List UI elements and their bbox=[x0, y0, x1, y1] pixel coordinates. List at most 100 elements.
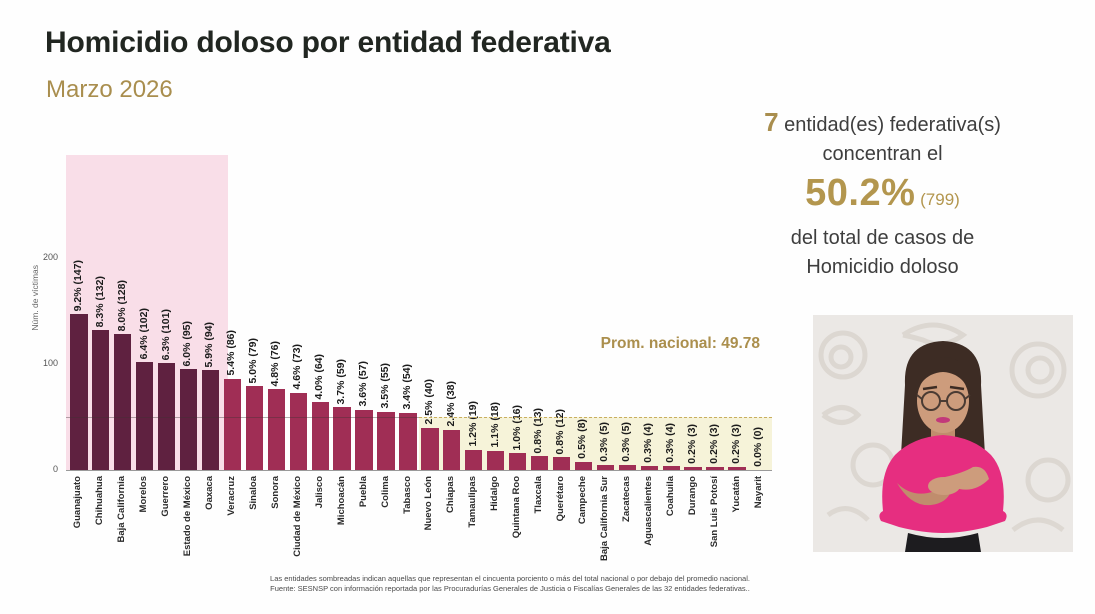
bar-category-label: Sinaloa bbox=[247, 476, 259, 510]
bar-category-label: Nuevo León bbox=[423, 476, 435, 531]
bar bbox=[684, 466, 702, 470]
page-subtitle: Marzo 2026 bbox=[46, 76, 173, 103]
bar bbox=[92, 330, 110, 470]
bar-value-label: 6.3% (101) bbox=[159, 308, 172, 360]
interpreter-figure bbox=[879, 341, 1007, 552]
summary-line-4: Homicidio doloso bbox=[806, 256, 959, 278]
bar-category-label: Puebla bbox=[357, 476, 369, 508]
bar bbox=[289, 392, 307, 470]
bar bbox=[508, 453, 527, 470]
bar-category-label: Durango bbox=[686, 476, 698, 516]
national-average-line bbox=[66, 417, 419, 418]
summary-line-2: concentran el bbox=[822, 143, 943, 165]
entity-count: 7 bbox=[764, 107, 779, 137]
bar bbox=[355, 409, 373, 470]
bar-value-label: 1.1% (18) bbox=[488, 402, 501, 448]
footnote-shading-explanation: Las entidades sombreadas indican aquella… bbox=[270, 574, 750, 583]
bar-category-label: Quintana Roo bbox=[511, 476, 523, 539]
bar-category-label: Michoacán bbox=[335, 476, 347, 526]
bar-category-label: Baja California bbox=[116, 476, 128, 543]
bar-value-label: 2.4% (38) bbox=[444, 381, 457, 427]
bar-value-label: 3.4% (54) bbox=[400, 364, 413, 410]
bar-category-label: Guanajuato bbox=[72, 476, 84, 529]
bar-value-label: 0.3% (5) bbox=[620, 422, 633, 462]
concentration-percent: 50.2% bbox=[805, 172, 916, 214]
y-tick-0: 0 bbox=[52, 464, 58, 474]
bar-value-label: 0.2% (3) bbox=[686, 424, 699, 464]
bar-value-label: 0.5% (8) bbox=[576, 418, 589, 459]
bar-category-label: Chihuahua bbox=[94, 476, 106, 526]
y-axis-label: Núm. de víctimas bbox=[30, 265, 40, 331]
bar bbox=[618, 464, 636, 470]
footnote-source: Fuente: SESNSP con información reportada… bbox=[270, 583, 750, 593]
bar bbox=[596, 464, 615, 470]
bar-value-label: 8.3% (132) bbox=[93, 275, 106, 328]
bar bbox=[70, 314, 88, 470]
y-tick-100: 100 bbox=[42, 358, 58, 368]
bar-value-label: 5.9% (94) bbox=[203, 321, 216, 368]
bar-value-label: 9.2% (147) bbox=[71, 259, 84, 312]
bar-category-label: Colima bbox=[379, 476, 391, 508]
national-average-annotation: Prom. nacional: 49.78 bbox=[600, 335, 760, 352]
bar-category-label: Morelos bbox=[138, 476, 150, 513]
bar-value-label: 3.6% (57) bbox=[356, 361, 369, 407]
bar bbox=[421, 427, 439, 470]
bar-category-label: Ciudad de México bbox=[291, 476, 303, 557]
sign-language-interpreter-video bbox=[813, 315, 1073, 552]
bar-category-label: Estado de México bbox=[182, 476, 194, 557]
bar-value-label: 5.4% (86) bbox=[225, 330, 238, 376]
national-average-dashed-line bbox=[419, 417, 772, 418]
bar-value-label: 1.2% (19) bbox=[466, 401, 479, 447]
bar-value-label: 4.8% (76) bbox=[269, 340, 282, 387]
bar-category-label: Veracruz bbox=[226, 476, 238, 516]
bar-category-label: Nayarit bbox=[752, 476, 764, 509]
bar-category-label: Tlaxcala bbox=[533, 476, 545, 514]
summary-line-3: del total de casos de bbox=[790, 227, 975, 249]
bar-category-label: Guerrero bbox=[160, 476, 172, 517]
bar bbox=[574, 461, 593, 470]
bar-value-label: 0.3% (5) bbox=[598, 422, 611, 462]
bar-category-label: Tabasco bbox=[401, 476, 413, 514]
bar-value-label: 0.3% (4) bbox=[642, 423, 655, 463]
bar-value-label: 8.0% (128) bbox=[115, 279, 128, 332]
y-tick-200: 200 bbox=[42, 252, 58, 262]
page-title: Homicidio doloso por entidad federativa bbox=[45, 26, 611, 59]
bar-category-label: Campeche bbox=[577, 476, 589, 525]
bar bbox=[114, 334, 132, 470]
bar bbox=[706, 466, 724, 470]
bar-category-label: Jalisco bbox=[313, 476, 325, 509]
bar-value-label: 0.0% (0) bbox=[751, 427, 764, 467]
bar-category-label: Tamaulipas bbox=[467, 476, 479, 528]
bar bbox=[377, 411, 395, 470]
bar bbox=[552, 457, 571, 470]
bar bbox=[179, 369, 198, 470]
bar-value-label: 5.0% (79) bbox=[247, 337, 260, 384]
bar-value-label: 0.3% (4) bbox=[664, 423, 677, 463]
bar bbox=[487, 450, 505, 470]
bar bbox=[640, 465, 658, 470]
bar bbox=[201, 370, 220, 470]
bar bbox=[662, 465, 680, 470]
bar bbox=[136, 361, 154, 470]
bar-category-label: Baja California Sur bbox=[598, 476, 610, 561]
bar-value-label: 6.0% (95) bbox=[181, 320, 194, 367]
bar bbox=[223, 378, 242, 470]
bar-category-label: Yucatán bbox=[730, 476, 742, 513]
bar bbox=[399, 412, 417, 470]
sign-language-interpreter bbox=[813, 315, 1073, 552]
bar-value-label: 3.5% (55) bbox=[378, 363, 391, 409]
glasses-icon bbox=[916, 391, 971, 411]
bar-value-label: 4.6% (73) bbox=[291, 344, 304, 390]
bar bbox=[267, 389, 285, 470]
bar-category-label: Oaxaca bbox=[204, 476, 216, 510]
footnote: Las entidades sombreadas indican aquella… bbox=[130, 574, 890, 593]
bar-category-label: San Luis Potosí bbox=[708, 476, 720, 548]
bar-category-label: Zacatecas bbox=[620, 476, 632, 522]
bar-value-label: 3.7% (59) bbox=[335, 358, 348, 405]
bar bbox=[443, 429, 461, 470]
bar bbox=[157, 362, 176, 470]
bar-value-label: 6.4% (102) bbox=[137, 307, 150, 359]
bar-category-label: Chiapas bbox=[445, 476, 457, 513]
